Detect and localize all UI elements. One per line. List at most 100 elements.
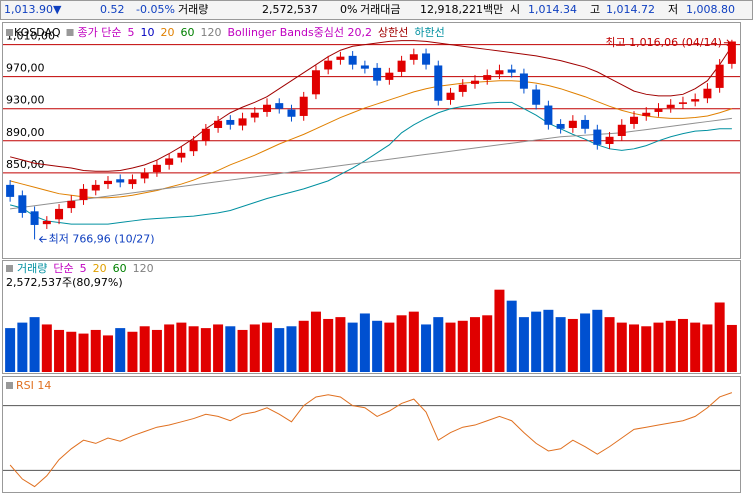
volume-bar: [29, 317, 40, 372]
candle-body: [201, 128, 210, 141]
y-tick-label: 890,00: [6, 126, 45, 139]
candle-body: [519, 73, 528, 89]
header-item: 거래대금: [360, 3, 400, 16]
volume-bar: [408, 311, 419, 372]
volume-bar: [592, 309, 603, 372]
header-item: -0.05%: [136, 3, 175, 16]
candle-body: [544, 105, 553, 125]
volume-bar: [286, 326, 297, 372]
volume-bar: [262, 322, 273, 372]
candle-body: [165, 158, 174, 165]
annotation-high: 최고 1,016,06 (04/14): [605, 36, 722, 49]
candle-body: [18, 195, 27, 213]
volume-bar: [225, 326, 236, 372]
legend-marker: [6, 29, 13, 36]
volume-bar: [629, 324, 640, 372]
volume-bar: [151, 329, 162, 372]
volume-bar: [54, 329, 65, 372]
volume-bar: [41, 324, 52, 372]
volume-bar: [482, 315, 493, 372]
candle-body: [666, 104, 675, 108]
legend-item: 종가 단순: [78, 26, 122, 39]
volume-bar: [188, 326, 199, 372]
volume-bar: [335, 317, 346, 372]
legend-marker: [66, 29, 74, 36]
volume-bar: [310, 311, 321, 372]
candle-body: [630, 116, 639, 124]
candle-body: [79, 188, 88, 201]
volume-bar: [164, 324, 175, 372]
candle-body: [214, 120, 223, 128]
volume-bar: [274, 328, 285, 372]
volume-bar: [5, 328, 16, 372]
chart-title: KOSDAQ: [14, 26, 61, 39]
y-tick-label: 970,00: [6, 62, 45, 75]
volume-bar: [421, 324, 432, 372]
candle-body: [189, 140, 198, 152]
legend-item: 60: [181, 26, 195, 39]
volume-bar: [555, 317, 566, 372]
legend-item: 5: [128, 26, 135, 39]
candle-body: [397, 60, 406, 72]
candle-body: [103, 180, 112, 185]
annotation-low: 최저 766,96 (10/27): [49, 232, 155, 245]
volume-bar: [457, 320, 468, 372]
volume-bar: [127, 331, 138, 372]
volume-bar: [653, 322, 664, 372]
candle-body: [556, 123, 565, 129]
volume-bar: [518, 317, 529, 372]
candle-body: [360, 65, 369, 69]
volume-bar: [506, 300, 517, 372]
legend-item: 20: [161, 26, 175, 39]
volume-bar: [213, 324, 224, 372]
candle-body: [336, 56, 345, 60]
candle-body: [593, 129, 602, 145]
candle-body: [275, 103, 284, 109]
candle-body: [422, 53, 431, 65]
volume-bar: [567, 318, 578, 372]
volume-bar: [396, 315, 407, 372]
volume-bar: [690, 322, 701, 372]
legend-item: Bollinger Bands중심선 20,2: [228, 26, 373, 39]
candle-body: [250, 112, 259, 118]
volume-pane: [2, 260, 741, 374]
rsi-pane: [2, 376, 741, 493]
candle-body: [458, 84, 467, 92]
header-item: 시: [510, 3, 520, 16]
legend-item: 5: [80, 262, 87, 275]
volume-bar: [665, 320, 676, 372]
volume-bar: [17, 322, 28, 372]
volume-bar: [384, 322, 395, 372]
candle-body: [177, 152, 186, 158]
legend-item: 하한선: [414, 25, 444, 39]
candle-body: [654, 108, 663, 112]
header-item: 0.52: [100, 3, 125, 16]
volume-bar: [176, 322, 187, 372]
header-item: 저: [668, 3, 678, 16]
candle-body: [55, 208, 64, 220]
annotation-arrow: [38, 236, 47, 243]
y-tick-label: 850,00: [6, 158, 45, 171]
candle-body: [91, 184, 100, 191]
legend-item: 10: [141, 26, 155, 39]
volume-bar: [66, 331, 77, 372]
volume-bar: [494, 289, 505, 372]
volume-bar: [78, 333, 89, 372]
overlay-line: [9, 80, 733, 199]
candle-body: [446, 92, 455, 100]
price-pane: [2, 22, 741, 259]
candle-body: [373, 67, 382, 81]
legend-item: 거래량: [17, 262, 47, 275]
legend-item: 60: [113, 262, 127, 275]
candle-body: [385, 72, 394, 80]
candle-body: [348, 55, 357, 65]
y-tick-label: 930,00: [6, 94, 45, 107]
candle-body: [42, 220, 51, 225]
candle-body: [642, 112, 651, 116]
volume-bar: [469, 317, 480, 372]
volume-bar: [139, 326, 150, 372]
rsi-title: RSI 14: [16, 379, 51, 392]
header-item: 고: [590, 3, 600, 16]
